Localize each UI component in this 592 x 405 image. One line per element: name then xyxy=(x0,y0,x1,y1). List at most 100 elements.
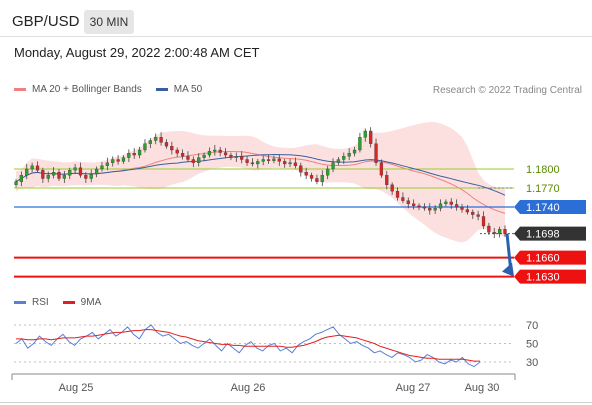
candle-bear xyxy=(84,175,88,179)
candle-bull xyxy=(94,168,99,175)
candle-bull xyxy=(51,172,56,176)
candle-bull xyxy=(261,159,265,162)
candle-bear xyxy=(395,191,400,198)
resistance-label: 1.1800 xyxy=(526,164,560,176)
candle-bear xyxy=(379,162,384,176)
timeframe-badge[interactable]: 30 MIN xyxy=(84,10,134,34)
rsi-tick-label: 50 xyxy=(526,339,538,351)
x-axis: Aug 25 Aug 26 Aug 27 Aug 30 xyxy=(11,373,516,394)
candle-bear xyxy=(481,216,486,227)
candle-bear xyxy=(35,165,40,171)
candle-bull xyxy=(213,149,217,152)
candle-bull xyxy=(68,170,72,176)
candle-bear xyxy=(315,178,319,182)
candle-bear xyxy=(132,153,136,156)
support-tag-bg xyxy=(514,269,586,284)
candle-bear xyxy=(186,156,190,160)
candle-bear xyxy=(277,158,281,162)
candle-bear xyxy=(266,159,271,161)
candle-bull xyxy=(25,168,29,176)
candle-bear xyxy=(116,159,120,162)
ma50-swatch xyxy=(155,88,168,91)
candle-bull xyxy=(331,162,335,170)
main-chart-legend: MA 20 + Bollinger Bands MA 50 xyxy=(14,84,216,95)
candle-bear xyxy=(369,130,373,144)
candle-bear xyxy=(401,197,405,201)
candle-bear xyxy=(283,161,287,165)
candle-bull xyxy=(207,151,212,156)
candle-bear xyxy=(240,156,244,160)
x-tick-label: Aug 26 xyxy=(231,382,266,394)
legend-ma50: MA 50 xyxy=(155,84,203,95)
legend-bollinger-label: MA 20 + Bollinger Bands xyxy=(32,84,142,95)
ma9-line xyxy=(16,329,480,362)
legend-ma9: 9MA xyxy=(62,297,102,308)
candle-bear xyxy=(159,137,163,143)
candle-bear xyxy=(422,206,427,209)
candle-bear xyxy=(417,205,421,208)
candle-bull xyxy=(288,162,292,165)
candle-bear xyxy=(57,172,61,179)
rsi-tick-label: 70 xyxy=(526,320,538,332)
candle-bull xyxy=(202,154,206,158)
candle-bear xyxy=(428,208,432,211)
copyright-text: Research © 2022 Trading Central xyxy=(432,85,582,96)
pivot-label: 1.1740 xyxy=(526,202,560,214)
rsi-tick-label: 30 xyxy=(526,357,538,369)
x-tick-label: Aug 25 xyxy=(59,382,94,394)
candle-bull xyxy=(197,157,201,163)
candle-bull xyxy=(137,149,142,156)
candle-bear xyxy=(175,149,179,154)
candle-bull xyxy=(358,137,362,151)
candle-bull xyxy=(444,201,448,204)
currency-pair-title: GBP/USD xyxy=(12,13,80,30)
bollinger-swatch xyxy=(14,88,26,91)
candle-bull xyxy=(342,156,346,160)
candle-bear xyxy=(41,170,45,179)
candle-bull xyxy=(105,162,109,166)
candle-bear xyxy=(406,200,410,204)
candle-bull xyxy=(148,140,152,144)
candle-bear xyxy=(385,175,389,185)
candle-bear xyxy=(78,167,83,176)
candle-bear xyxy=(218,149,222,153)
current-price-label: 1.1698 xyxy=(526,229,560,241)
legend-bollinger: MA 20 + Bollinger Bands xyxy=(14,84,142,95)
candle-bear xyxy=(460,206,464,210)
candle-bull xyxy=(347,153,351,157)
candle-bull xyxy=(73,167,77,171)
candle-bear xyxy=(471,211,475,215)
candle-bear xyxy=(449,201,453,205)
candle-bear xyxy=(250,162,255,165)
forecast-arrow xyxy=(502,233,514,277)
x-tick-label: Aug 30 xyxy=(465,382,500,394)
rsi-swatch xyxy=(14,301,26,304)
candlestick-series xyxy=(14,127,507,239)
legend-ma9-label: 9MA xyxy=(80,297,102,308)
candle-bear xyxy=(223,152,228,156)
candle-bull xyxy=(111,159,115,163)
candle-bull xyxy=(320,175,324,182)
candle-bear xyxy=(492,232,496,234)
rsi-panel: 70 50 30 xyxy=(14,320,538,369)
candle-bear xyxy=(476,214,480,217)
candle-bull xyxy=(143,143,147,151)
candle-bull xyxy=(89,173,93,179)
candle-bull xyxy=(62,175,66,179)
candle-bull xyxy=(14,181,18,185)
legend-ma50-label: MA 50 xyxy=(173,84,203,95)
candle-bear xyxy=(299,165,303,173)
bottom-border xyxy=(0,402,592,403)
candle-bear xyxy=(465,209,470,213)
candle-bull xyxy=(100,165,104,170)
candle-bear xyxy=(503,229,507,234)
candle-bull xyxy=(363,130,367,138)
legend-rsi: RSI xyxy=(14,297,49,308)
candle-bear xyxy=(412,203,416,206)
candle-bull xyxy=(497,229,502,234)
candle-bear xyxy=(164,142,169,147)
candle-bull xyxy=(438,203,443,209)
candle-bear xyxy=(487,225,491,233)
price-level-tags: 1.1800 1.1770 1.1740 1.1698 1.1660 1.1630 xyxy=(514,164,586,284)
